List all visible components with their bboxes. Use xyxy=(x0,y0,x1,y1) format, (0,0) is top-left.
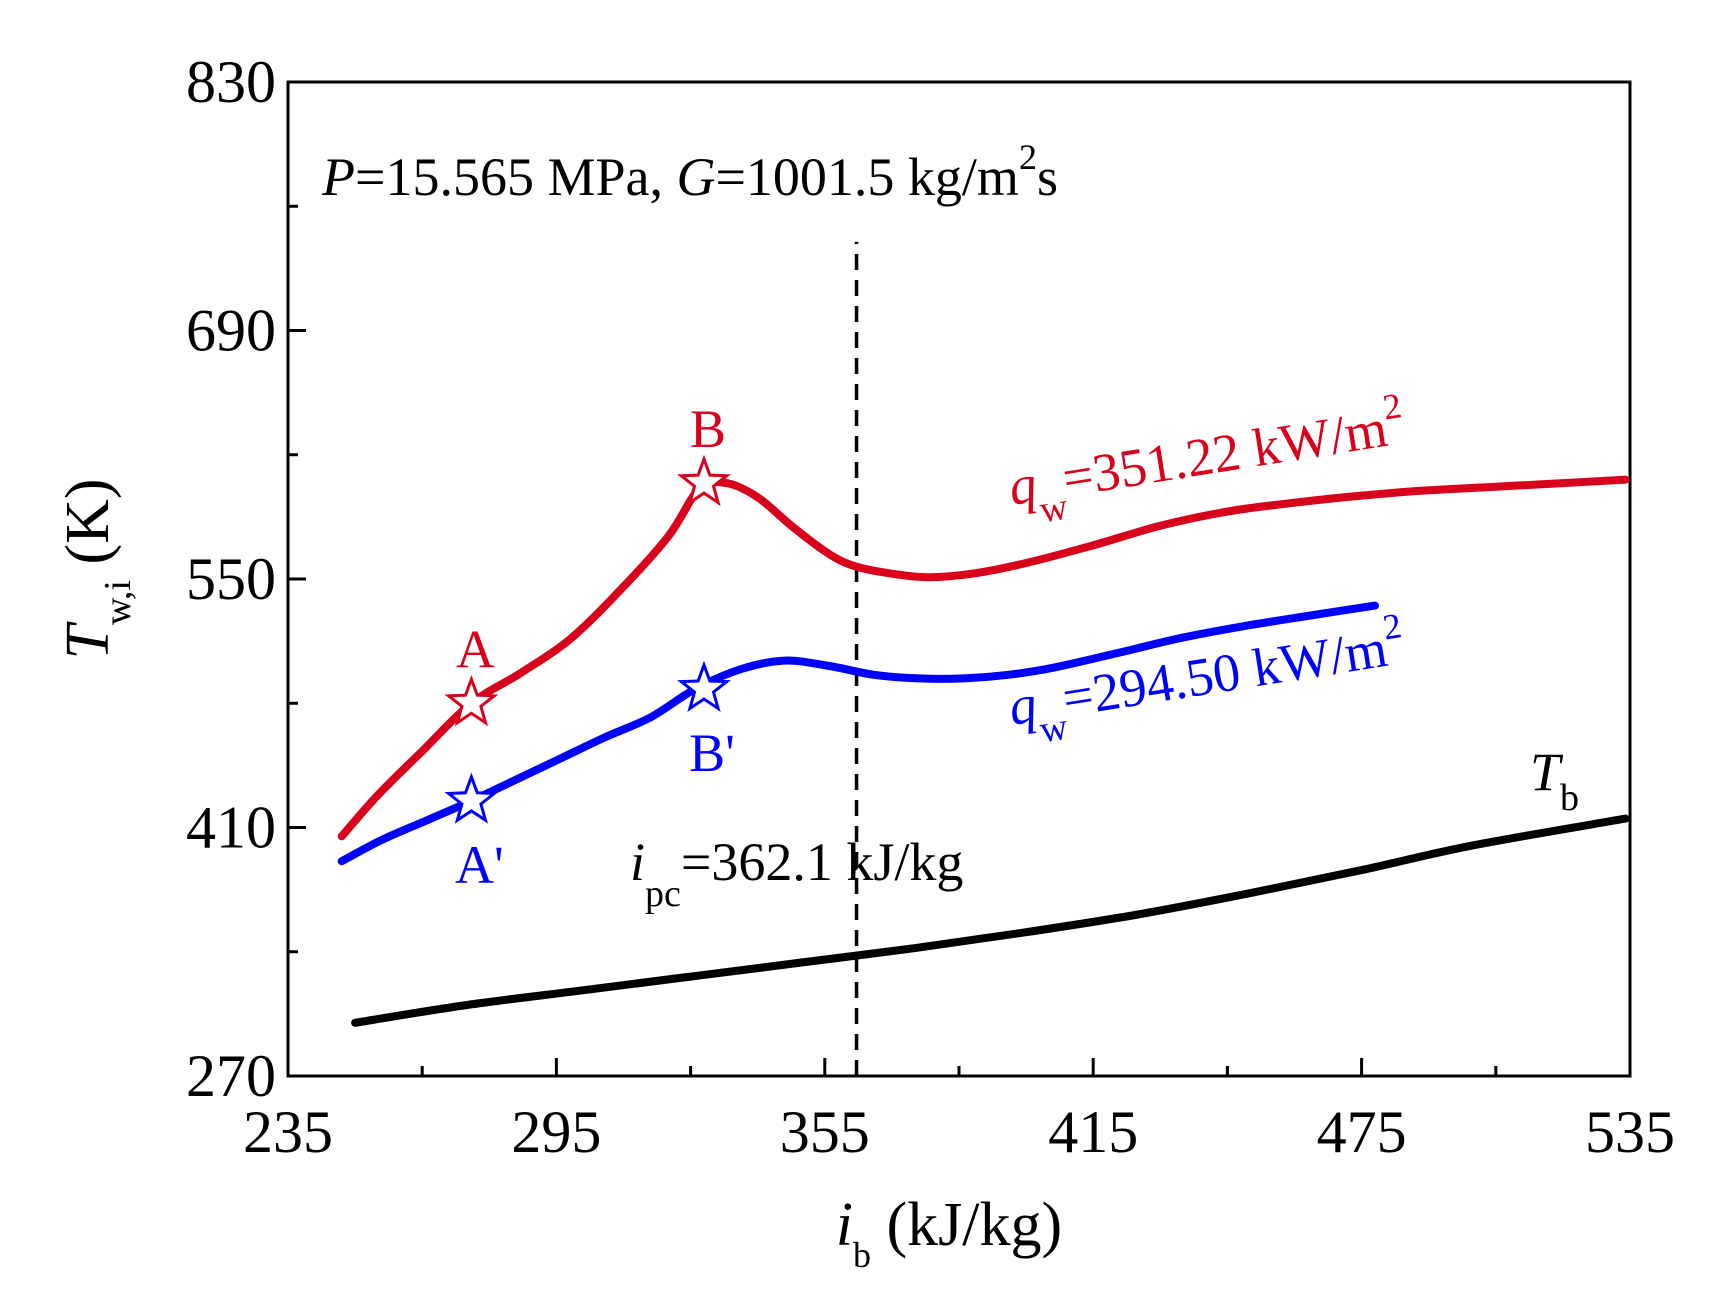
mass-flux-exponent: 2 xyxy=(1019,137,1037,177)
y-tick-label: 410 xyxy=(186,795,276,861)
y-axis-title-subscript: w,i xyxy=(97,580,139,625)
marker-a-label: A xyxy=(456,619,495,679)
mass-flux-unit-tail: s xyxy=(1037,147,1058,207)
x-axis-title: ib (kJ/kg) xyxy=(836,1191,1062,1275)
pressure-symbol: P xyxy=(321,147,355,207)
series-qw-351-value: =351.22 kW/m xyxy=(1058,398,1391,508)
pseudocritical-value: =362.1 kJ/kg xyxy=(681,832,963,892)
series-qw-351-line xyxy=(337,475,1630,841)
marker-b-prime-label: B' xyxy=(689,723,735,783)
x-tick-label: 355 xyxy=(780,1099,870,1165)
y-axis-title-symbol: T xyxy=(54,621,122,660)
series-qw-294-line xyxy=(337,601,1379,866)
plot-area: 235 295 355 415 475 535 270 410 550 690 830 xyxy=(186,49,1675,1165)
marker-b-label: B xyxy=(690,399,726,459)
x-tick-label: 475 xyxy=(1317,1099,1407,1165)
pressure-value: =15.565 MPa, xyxy=(355,147,676,207)
mass-flux-symbol: G xyxy=(676,147,715,207)
pseudocritical-subscript: pc xyxy=(645,873,681,915)
marker-a-prime-label: A' xyxy=(455,835,504,895)
y-tick-label: 690 xyxy=(186,298,276,364)
series-tb-subscript: b xyxy=(1560,777,1579,819)
x-axis-title-symbol: i xyxy=(836,1191,853,1259)
y-tick-label: 270 xyxy=(186,1043,276,1109)
series-qw-294-value: =294.50 kW/m xyxy=(1058,618,1391,728)
x-axis-title-unit: (kJ/kg) xyxy=(871,1191,1062,1259)
series-qw-294-label: qw=294.50 kW/m2 xyxy=(1003,605,1412,755)
marker-b-prime-star xyxy=(677,660,731,713)
y-tick-label: 550 xyxy=(186,546,276,612)
x-tick-label: 295 xyxy=(511,1099,601,1165)
series-tb-symbol: T xyxy=(1530,742,1564,802)
series-tb-label: Tb xyxy=(1530,742,1579,819)
x-tick-label: 415 xyxy=(1048,1099,1138,1165)
mass-flux-value: =1001.5 kg/m xyxy=(715,147,1018,207)
y-axis-title: Tw,i (K) xyxy=(54,478,139,659)
marker-a-prime-star xyxy=(444,772,499,824)
conditions-label: P=15.565 MPa, G=1001.5 kg/m2s xyxy=(321,137,1058,207)
x-tick-label: 235 xyxy=(243,1099,333,1165)
y-tick-label: 830 xyxy=(186,49,276,115)
series-tb-line xyxy=(351,814,1630,1027)
marker-b-star xyxy=(677,454,731,507)
x-axis-title-subscript: b xyxy=(853,1235,871,1275)
y-axis-title-unit: (K) xyxy=(54,478,122,580)
pseudocritical-label: ipc=362.1 kJ/kg xyxy=(630,832,963,915)
series-qw-351-symbol: q xyxy=(1004,453,1040,516)
marker-a-star xyxy=(444,674,499,727)
series-qw-294-symbol: q xyxy=(1004,673,1040,736)
pseudocritical-symbol: i xyxy=(630,832,645,892)
x-tick-label: 535 xyxy=(1585,1099,1675,1165)
